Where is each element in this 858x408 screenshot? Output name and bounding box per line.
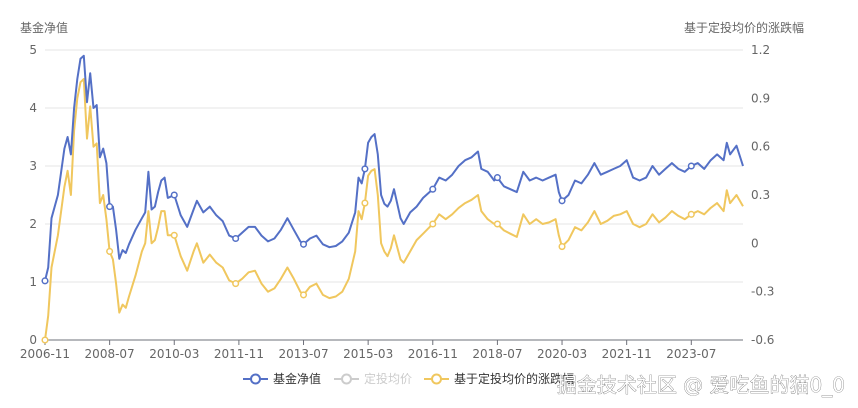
grid-lines [45, 49, 743, 283]
x-tick-label: 2018-07 [472, 347, 522, 361]
series-point[interactable] [170, 231, 178, 239]
right-axis-title: 基于定投均价的涨跌幅 [684, 20, 804, 35]
series-point[interactable] [687, 162, 695, 170]
legend[interactable]: 基金净值 定投均价 基于定投均价的涨跌幅 [243, 371, 574, 386]
legend-item-0[interactable]: 基金净值 [243, 371, 321, 386]
series-point[interactable] [170, 191, 178, 199]
legend-swatch-marker [341, 373, 352, 385]
x-axis-ticks: 2006-11 2008-07 2010-03 2011-11 2013-07 2015-… [20, 340, 716, 361]
series-line-0 [44, 54, 744, 282]
right-tick-label: 0.3 [751, 188, 770, 202]
series-point[interactable] [299, 291, 308, 299]
legend-label: 基于定投均价的涨跌幅 [454, 371, 574, 386]
x-tick-label: 2016-11 [408, 347, 458, 361]
legend-label: 定投均价 [364, 371, 412, 386]
legend-swatch-marker [431, 373, 442, 385]
series-point[interactable] [429, 220, 437, 228]
legend-label: 基金净值 [273, 371, 321, 386]
x-tick-label: 2015-03 [343, 347, 393, 361]
right-axis-ticks: -0.6 -0.3 0 0.3 0.6 0.9 1.2 [751, 43, 774, 347]
left-tick-label: 4 [29, 101, 37, 115]
legend-item-2[interactable]: 基于定投均价的涨跌幅 [424, 371, 574, 386]
watermark: 掘金技术社区 @ 爱吃鱼的猫0_0 [557, 373, 845, 397]
series-point[interactable] [558, 243, 566, 251]
series-point[interactable] [361, 199, 369, 207]
left-tick-label: 1 [29, 275, 37, 289]
right-tick-label: 0.6 [751, 140, 770, 154]
series-point[interactable] [41, 277, 49, 285]
series-point[interactable] [493, 220, 501, 228]
x-tick-label: 2020-03 [537, 347, 587, 361]
right-tick-label: 1.2 [751, 43, 770, 57]
left-tick-label: 2 [29, 217, 37, 231]
series-point[interactable] [106, 203, 114, 211]
x-tick-label: 2021-11 [602, 347, 652, 361]
series-point[interactable] [429, 185, 437, 193]
x-tick-label: 2011-11 [214, 347, 264, 361]
left-tick-label: 0 [29, 333, 37, 347]
series-point[interactable] [361, 165, 369, 173]
series-point[interactable] [299, 240, 308, 248]
x-tick-label: 2006-11 [20, 347, 70, 361]
left-axis-ticks: 0 1 2 3 4 5 [29, 43, 37, 347]
legend-swatch-marker [250, 373, 261, 385]
x-tick-label: 2008-07 [85, 347, 135, 361]
series-point[interactable] [41, 336, 49, 344]
right-tick-label: -0.6 [751, 333, 774, 347]
right-tick-label: 0.9 [751, 91, 770, 105]
left-axis-title: 基金净值 [20, 20, 68, 35]
x-tick-label: 2013-07 [278, 347, 328, 361]
legend-item-1[interactable]: 定投均价 [334, 371, 412, 386]
right-tick-label: 0 [751, 236, 759, 250]
series-point[interactable] [232, 234, 240, 243]
series-line-2 [44, 78, 744, 341]
x-tick-label: 2023-07 [666, 347, 716, 361]
series-point[interactable] [493, 174, 501, 182]
series-layer [41, 54, 744, 344]
series-point[interactable] [106, 247, 114, 255]
left-tick-label: 5 [29, 43, 37, 57]
series-point[interactable] [232, 280, 240, 288]
series-point[interactable] [687, 210, 695, 218]
x-tick-label: 2010-03 [149, 347, 199, 361]
series-point[interactable] [558, 197, 566, 205]
left-tick-label: 3 [29, 159, 37, 173]
right-tick-label: -0.3 [751, 285, 774, 299]
